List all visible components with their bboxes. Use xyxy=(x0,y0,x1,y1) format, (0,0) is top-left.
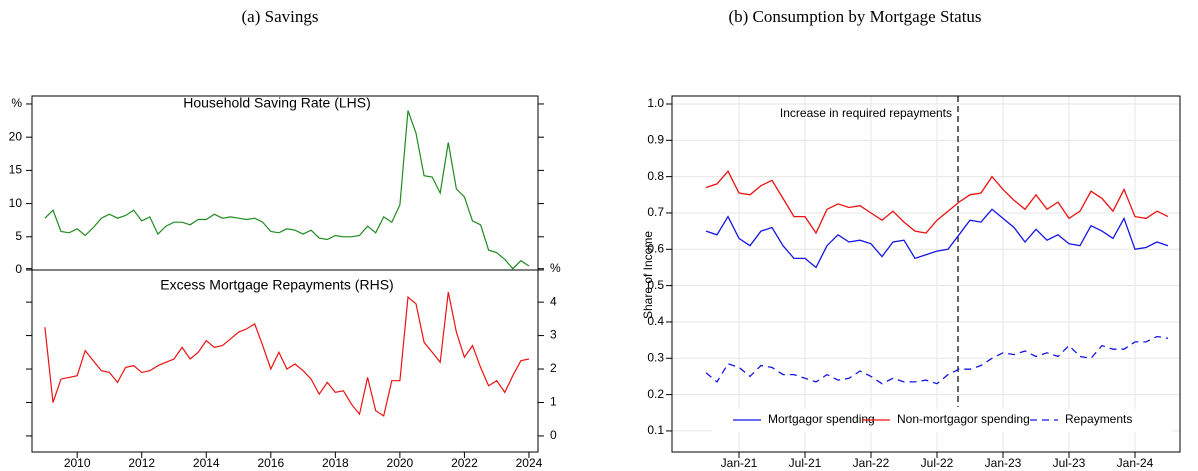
x-tick-label: 2010 xyxy=(64,456,91,470)
y-tick-label: 0.2 xyxy=(647,387,664,401)
x-tick-label: 2024 xyxy=(516,456,543,470)
y-tick-label: 0 xyxy=(15,262,22,276)
series-line xyxy=(44,291,530,417)
x-tick-label: Jul-23 xyxy=(1053,456,1086,470)
annotation: Increase in required repayments xyxy=(780,106,952,120)
legend-box xyxy=(712,409,1172,432)
legend-label: Non-mortgagor spending xyxy=(897,412,1030,426)
series-line xyxy=(705,335,1169,385)
x-tick-label: 2022 xyxy=(451,456,478,470)
y-tick-label: 0.3 xyxy=(647,350,664,364)
panel-label: Excess Mortgage Repayments (RHS) xyxy=(160,277,393,293)
x-tick-label: Jul-22 xyxy=(921,456,954,470)
y-tick-label: 4 xyxy=(550,294,557,308)
series-line xyxy=(44,110,530,270)
x-tick-label: Jan-24 xyxy=(1117,456,1154,470)
legend-label: Repayments xyxy=(1065,412,1132,426)
x-tick-label: 2016 xyxy=(257,456,284,470)
y-tick-label: 0.1 xyxy=(647,423,664,437)
y-tick-label: 15 xyxy=(9,163,23,177)
series-line xyxy=(705,208,1169,269)
panel-frame xyxy=(31,269,539,453)
y-tick-label: 20 xyxy=(9,129,23,143)
caption: (b) Consumption by Mortgage Status xyxy=(728,7,981,26)
x-tick-label: 2012 xyxy=(128,456,155,470)
y-tick-label: % xyxy=(11,96,22,110)
caption: (a) Savings xyxy=(242,7,319,26)
panel-label: Household Saving Rate (LHS) xyxy=(183,95,371,111)
x-tick-label: 2020 xyxy=(387,456,414,470)
y-tick-label: 5 xyxy=(15,229,22,243)
legend-label: Mortgagor spending xyxy=(768,412,875,426)
y-axis-label: Share of Income xyxy=(641,231,655,319)
y-tick-label: 1 xyxy=(550,395,557,409)
y-tick-label: 0.9 xyxy=(647,132,664,146)
y-tick-label: 1.0 xyxy=(647,96,664,110)
panel-frame xyxy=(31,95,539,271)
y-tick-label: 0 xyxy=(550,428,557,442)
x-tick-label: Jan-23 xyxy=(985,456,1022,470)
x-tick-label: 2014 xyxy=(193,456,220,470)
plot-frame xyxy=(671,95,1181,453)
x-tick-label: Jan-21 xyxy=(721,456,758,470)
y-tick-label: 0.8 xyxy=(647,169,664,183)
plot-area xyxy=(672,96,1180,452)
series-line xyxy=(705,170,1169,235)
y-tick-label: 0.6 xyxy=(647,241,664,255)
y-tick-label: 10 xyxy=(9,196,23,210)
y-tick-label: 0.7 xyxy=(647,205,664,219)
y-tick-label: 2 xyxy=(550,361,557,375)
y-tick-label: 0.5 xyxy=(647,278,664,292)
y-tick-label: 3 xyxy=(550,328,557,342)
x-tick-label: 2018 xyxy=(322,456,349,470)
x-tick-label: Jan-22 xyxy=(853,456,890,470)
y-tick-label: 0.4 xyxy=(647,314,664,328)
y-tick-label: % xyxy=(550,261,561,275)
x-tick-label: Jul-21 xyxy=(789,456,822,470)
